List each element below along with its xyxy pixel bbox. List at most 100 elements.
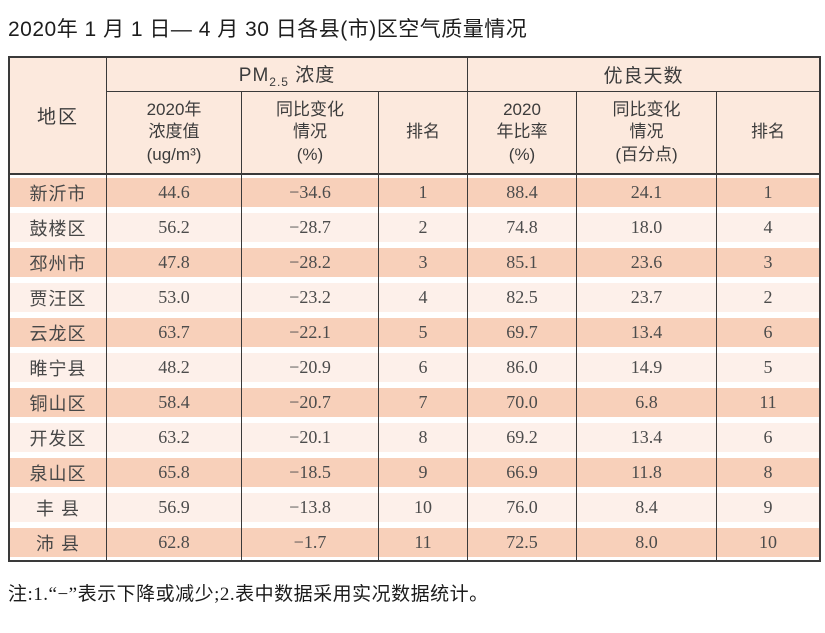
pm-change-cell: −20.9: [242, 350, 379, 385]
pm-change-cell: −20.7: [242, 385, 379, 420]
pm-change-cell: −22.1: [242, 315, 379, 350]
good-rate-cell: 76.0: [468, 490, 578, 525]
good-rate-cell: 72.5: [468, 525, 578, 560]
region-cell: 铜山区: [10, 385, 107, 420]
pm-rank-cell: 11: [379, 525, 469, 560]
region-cell: 沛 县: [10, 525, 107, 560]
table-row: 睢宁县 48.2 −20.9 6 86.0 14.9 5: [10, 350, 820, 385]
header-line: 排名: [751, 122, 786, 142]
header-line: (ug/m³): [146, 144, 202, 164]
good-rank-cell: 9: [717, 490, 820, 525]
header-line: 情况: [629, 122, 664, 142]
table-body: 新沂市 44.6 −34.6 1 88.4 24.1 1 鼓楼区 56.2 −28.7 2 74.8 1…: [10, 175, 820, 560]
pm-change-cell: −28.2: [242, 245, 379, 280]
pm-change-cell: −28.7: [242, 210, 379, 245]
pm-rank-cell: 9: [379, 455, 469, 490]
good-rank-cell: 2: [717, 280, 820, 315]
header-line: 情况: [293, 122, 327, 142]
header-line: 浓度值: [148, 122, 200, 142]
good-rate-cell: 69.7: [468, 315, 578, 350]
pm-value-cell: 65.8: [107, 455, 242, 490]
good-rank-cell: 1: [717, 175, 820, 210]
good-rate-cell: 69.2: [468, 420, 578, 455]
pm-value-cell: 48.2: [107, 350, 242, 385]
header-line: (%): [296, 144, 324, 164]
header-group-row: 地区 PM2.5 浓度 优良天数: [10, 58, 820, 175]
table-row: 铜山区 58.4 −20.7 7 70.0 6.8 11: [10, 385, 820, 420]
pm-rank-cell: 8: [379, 420, 469, 455]
region-cell: 云龙区: [10, 315, 107, 350]
good-rank-cell: 6: [717, 420, 820, 455]
table-row: 贾汪区 53.0 −23.2 4 82.5 23.7 2: [10, 280, 820, 315]
header-line: (%): [508, 144, 536, 164]
region-cell: 泉山区: [10, 455, 107, 490]
page-title: 2020年 1 月 1 日— 4 月 30 日各县(市)区空气质量情况: [8, 18, 528, 41]
col-header-pm-value: 2020年 浓度值 (ug/m³): [107, 92, 242, 175]
good-rate-cell: 74.8: [468, 210, 578, 245]
table-row: 新沂市 44.6 −34.6 1 88.4 24.1 1: [10, 175, 820, 210]
header-line: 同比变化: [612, 99, 681, 119]
good-rank-cell: 5: [717, 350, 820, 385]
col-header-good-rate: 2020 年比率 (%): [468, 92, 578, 175]
footnote: 注:1.“−”表示下降或减少;2.表中数据采用实况数据统计。: [8, 584, 489, 605]
header-line: 2020年: [146, 99, 202, 119]
table-row: 开发区 63.2 −20.1 8 69.2 13.4 6: [10, 420, 820, 455]
col-header-pm-change: 同比变化 情况 (%): [242, 92, 379, 175]
table-row: 邳州市 47.8 −28.2 3 85.1 23.6 3: [10, 245, 820, 280]
header-line: (百分点): [615, 144, 678, 164]
pm-value-cell: 63.2: [107, 420, 242, 455]
good-change-cell: 23.6: [577, 245, 718, 280]
pm-rank-cell: 10: [379, 490, 469, 525]
pm-change-cell: −1.7: [242, 525, 379, 560]
col-group-good-days: 优良天数: [468, 58, 820, 92]
region-cell: 开发区: [10, 420, 107, 455]
pm-value-cell: 56.2: [107, 210, 242, 245]
header-line: 2020: [503, 99, 541, 119]
pm-change-cell: −18.5: [242, 455, 379, 490]
good-rate-cell: 85.1: [468, 245, 578, 280]
col-header-pm-rank: 排名: [379, 92, 469, 175]
region-cell: 鼓楼区: [10, 210, 107, 245]
pm25-label-subscript: 2.5: [269, 74, 289, 89]
good-rank-cell: 4: [717, 210, 820, 245]
header-sub-row: 2020年 浓度值 (ug/m³) 同比变化 情况 (%) 排名 2020 年比…: [10, 92, 820, 175]
air-quality-table: 地区 PM2.5 浓度 优良天数 2020年 浓度值 (ug/m³) 同比变化 …: [8, 56, 822, 562]
good-change-cell: 6.8: [577, 385, 718, 420]
good-change-cell: 8.4: [577, 490, 718, 525]
pm-rank-cell: 7: [379, 385, 469, 420]
col-header-good-rank: 排名: [717, 92, 820, 175]
pm25-label-suffix: 浓度: [288, 65, 336, 87]
table-row: 鼓楼区 56.2 −28.7 2 74.8 18.0 4: [10, 210, 820, 245]
good-rate-cell: 86.0: [468, 350, 578, 385]
header-line: 同比变化: [276, 99, 344, 119]
pm-value-cell: 53.0: [107, 280, 242, 315]
region-cell: 新沂市: [10, 175, 107, 210]
table-row: 泉山区 65.8 −18.5 9 66.9 11.8 8: [10, 455, 820, 490]
pm-value-cell: 62.8: [107, 525, 242, 560]
good-change-cell: 14.9: [577, 350, 718, 385]
good-change-cell: 8.0: [577, 525, 718, 560]
pm-rank-cell: 6: [379, 350, 469, 385]
region-cell: 贾汪区: [10, 280, 107, 315]
table-row: 沛 县 62.8 −1.7 11 72.5 8.0 10: [10, 525, 820, 560]
pm-rank-cell: 5: [379, 315, 469, 350]
good-change-cell: 11.8: [577, 455, 718, 490]
pm-change-cell: −23.2: [242, 280, 379, 315]
good-rank-cell: 10: [717, 525, 820, 560]
header-line: 年比率: [496, 122, 548, 142]
pm-change-cell: −34.6: [242, 175, 379, 210]
pm-rank-cell: 2: [379, 210, 469, 245]
good-rate-cell: 82.5: [468, 280, 578, 315]
good-rank-cell: 8: [717, 455, 820, 490]
pm-value-cell: 56.9: [107, 490, 242, 525]
pm-change-cell: −13.8: [242, 490, 379, 525]
good-rate-cell: 70.0: [468, 385, 578, 420]
pm-rank-cell: 3: [379, 245, 469, 280]
col-header-region: 地区: [10, 58, 107, 175]
pm-value-cell: 58.4: [107, 385, 242, 420]
table-header: 地区 PM2.5 浓度 优良天数 2020年 浓度值 (ug/m³) 同比变化 …: [10, 58, 820, 175]
good-change-cell: 18.0: [577, 210, 718, 245]
good-rate-cell: 66.9: [468, 455, 578, 490]
region-cell: 邳州市: [10, 245, 107, 280]
header-line: 排名: [406, 122, 440, 142]
